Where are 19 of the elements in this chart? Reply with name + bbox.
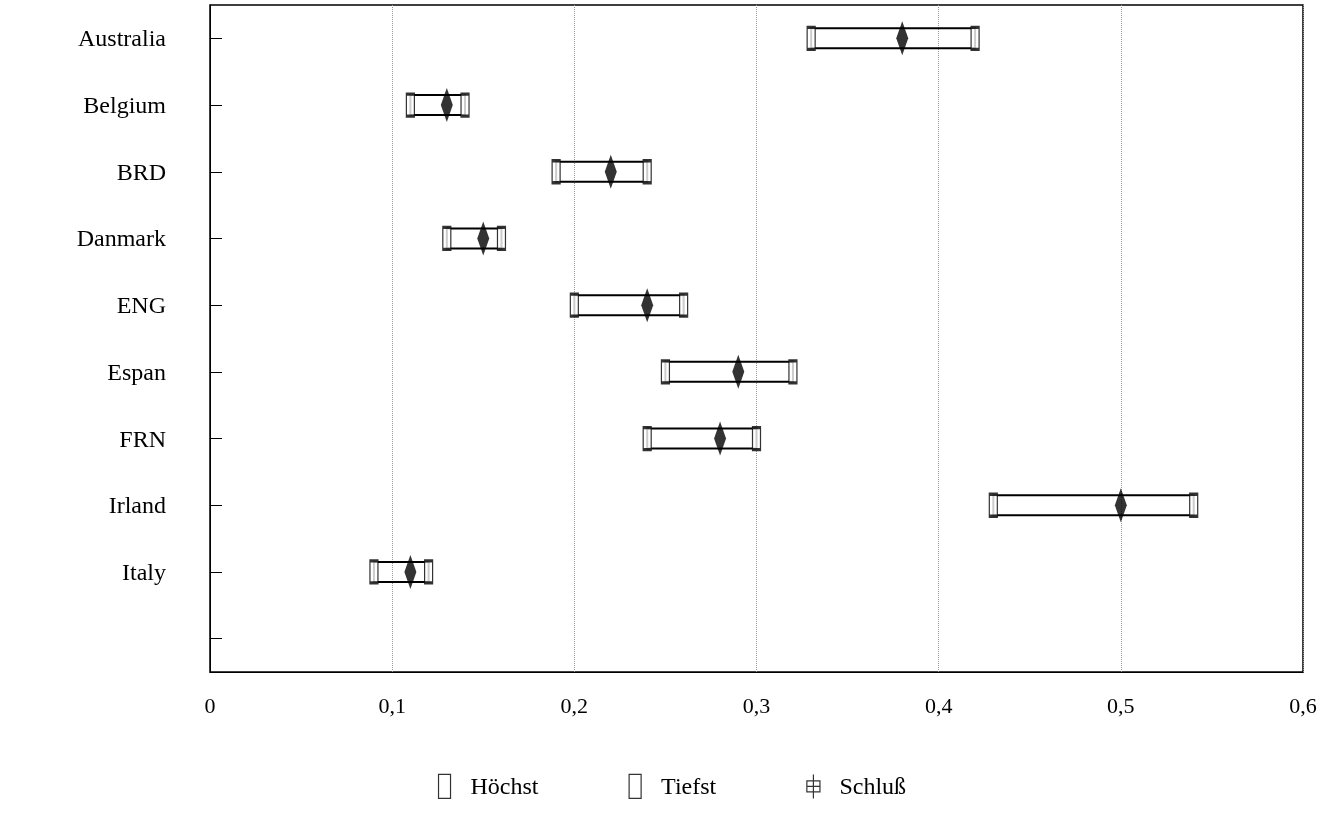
y-tick-label: Australia xyxy=(78,25,167,52)
y-tick-label: Espan xyxy=(107,358,166,385)
legend-label: Höchst xyxy=(470,773,539,800)
x-tick-label: 0,4 xyxy=(924,692,953,718)
legend-label: Schluß xyxy=(839,773,907,800)
x-tick-label: 0,6 xyxy=(1289,692,1317,718)
x-tick-label: 0 xyxy=(204,692,216,718)
x-tick-label: 0,1 xyxy=(378,692,406,718)
y-tick-label: Belgium xyxy=(83,92,167,119)
y-tick-label: Irland xyxy=(108,492,166,519)
x-tick-label: 0,3 xyxy=(742,692,771,718)
y-tick-label: Italy xyxy=(122,558,166,585)
y-tick-label: ENG xyxy=(116,292,166,319)
y-tick-label: FRN xyxy=(119,425,166,452)
x-tick-label: 0,5 xyxy=(1107,692,1135,718)
legend-label: Tiefst xyxy=(661,773,717,800)
y-tick-label: Danmark xyxy=(76,225,166,252)
y-tick-label: BRD xyxy=(116,158,166,185)
x-tick-label: 0,2 xyxy=(560,692,589,718)
